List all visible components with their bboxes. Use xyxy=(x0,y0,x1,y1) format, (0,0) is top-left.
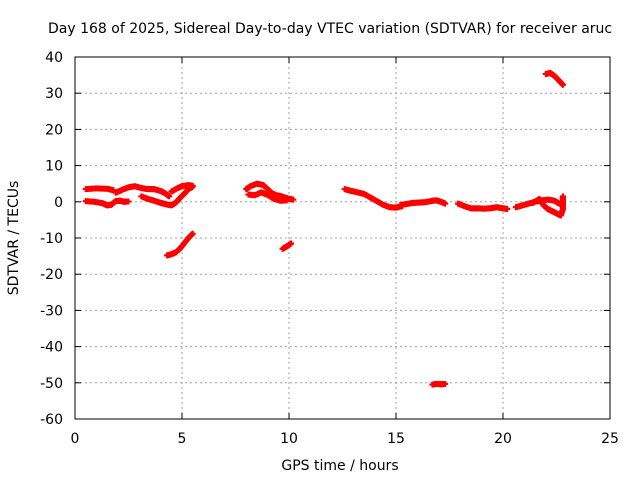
y-tick-label: -20 xyxy=(40,267,63,283)
y-tick-label: 20 xyxy=(45,122,63,138)
x-axis-label: GPS time / hours xyxy=(281,458,398,474)
series-track-d xyxy=(168,182,196,195)
data-point xyxy=(125,198,132,205)
data-point xyxy=(442,380,449,387)
y-tick-label: -30 xyxy=(40,303,63,319)
data-points xyxy=(82,69,566,388)
data-point xyxy=(283,197,290,204)
y-tick-label: 0 xyxy=(54,195,63,211)
x-tick-label: 20 xyxy=(494,431,512,447)
y-tick-label: -60 xyxy=(40,412,63,428)
series-track-o xyxy=(542,69,566,88)
series-track-h xyxy=(279,240,295,252)
y-axis-label: SDTVAR / TECUs xyxy=(6,181,22,296)
series-track-b xyxy=(112,183,173,200)
series-track-c xyxy=(138,183,196,209)
y-tick-label: -40 xyxy=(40,340,63,356)
series-track-j xyxy=(397,197,449,209)
series-track-e xyxy=(164,230,196,259)
series-track-l xyxy=(455,200,511,213)
data-point xyxy=(189,230,196,237)
series-track-a-upper xyxy=(82,185,117,194)
grid-lines xyxy=(75,57,610,419)
data-point xyxy=(504,206,511,213)
y-tick-label: 10 xyxy=(45,159,63,175)
chart-title: Day 168 of 2025, Sidereal Day-to-day VTE… xyxy=(48,21,612,37)
x-tick-label: 0 xyxy=(71,431,80,447)
tick-labels: 0 5 10 15 20 25 -60 -50 -40 -30 -20 -10 0 10 20 30 40 xyxy=(40,50,619,447)
y-tick-label: 40 xyxy=(45,50,63,66)
data-point xyxy=(166,193,173,200)
x-tick-label: 5 xyxy=(178,431,187,447)
series-track-a-lower xyxy=(82,197,132,209)
data-point xyxy=(189,182,196,189)
x-tick-label: 15 xyxy=(387,431,405,447)
data-point xyxy=(290,196,297,203)
y-tick-label: -50 xyxy=(40,376,63,392)
series-track-k xyxy=(429,380,449,388)
data-point xyxy=(442,200,449,207)
data-point xyxy=(559,81,566,88)
x-tick-label: 10 xyxy=(280,431,298,447)
x-tick-label: 25 xyxy=(601,431,619,447)
data-point xyxy=(288,240,295,247)
series-track-g xyxy=(245,189,290,204)
y-tick-label: 30 xyxy=(45,86,63,102)
plot-frame xyxy=(74,56,611,420)
y-tick-label: -10 xyxy=(40,231,63,247)
data-point xyxy=(559,193,566,200)
series-track-n xyxy=(529,193,566,219)
